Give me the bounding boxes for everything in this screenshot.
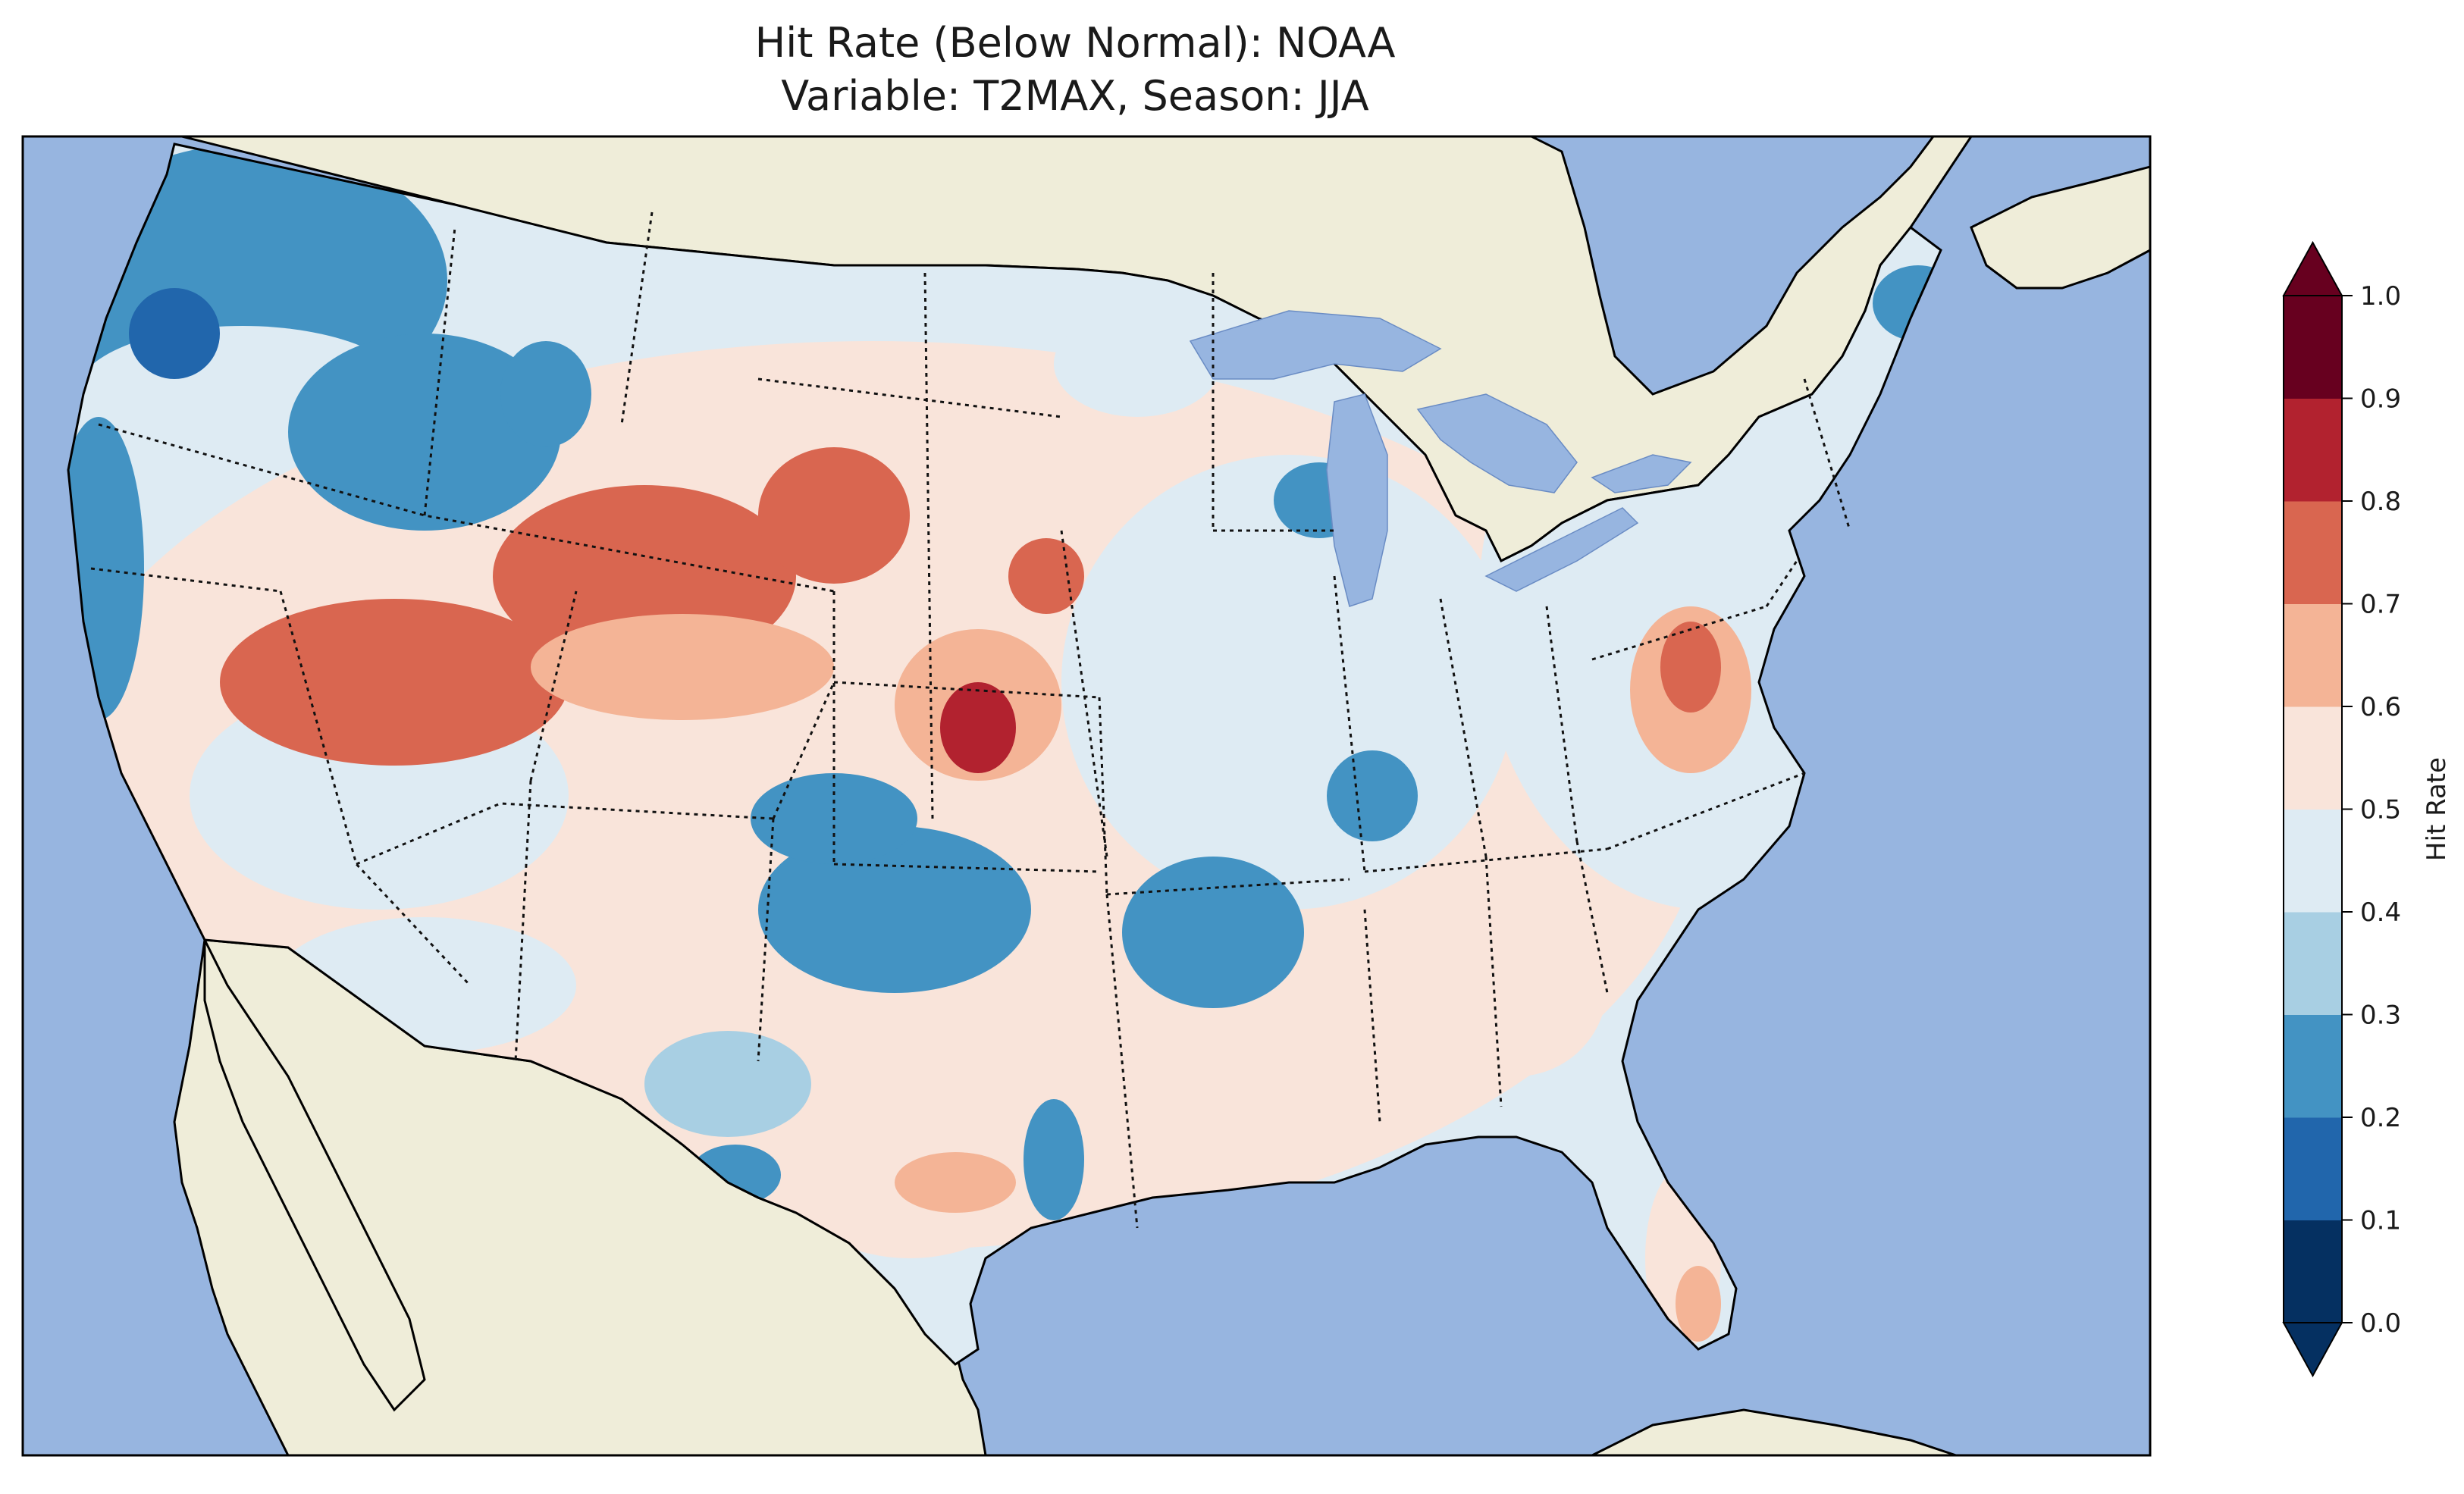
- state-border: [1765, 560, 1798, 607]
- state-border: [1439, 598, 1487, 857]
- region-montana-east: [500, 341, 591, 447]
- state-border: [1105, 894, 1139, 1229]
- region-oregon-coast: [129, 288, 220, 379]
- state-border: [1803, 378, 1851, 531]
- region-minnesota-light: [1054, 311, 1221, 417]
- colorbar-tick-label: 0.2: [2360, 1103, 2401, 1133]
- state-border: [514, 780, 532, 1062]
- colorbar-bin: [2284, 1117, 2342, 1220]
- state-borders: [90, 211, 1851, 1229]
- colorbar-tick-label: 0.6: [2360, 692, 2401, 722]
- state-border: [1545, 606, 1578, 842]
- region-nevada-utah-north: [220, 599, 569, 766]
- colorbar-tick-label: 0.5: [2360, 795, 2401, 825]
- colorbar-bin: [2284, 809, 2342, 913]
- region-south-dakota-west: [758, 447, 910, 584]
- colorbar-bin: [2284, 912, 2342, 1015]
- state-border: [1484, 856, 1503, 1107]
- state-border: [279, 590, 472, 987]
- state-border: [1591, 605, 1767, 661]
- region-colorado-north: [531, 614, 834, 720]
- colorbar-tick-label: 0.8: [2360, 487, 2401, 517]
- region-texas-south-pink: [895, 1152, 1016, 1213]
- region-arkansas: [1122, 857, 1304, 1008]
- region-louisiana-west: [1024, 1099, 1084, 1220]
- colorbar-bin: [2284, 706, 2342, 810]
- colorbar-tick-label: 0.9: [2360, 384, 2401, 415]
- region-oklahoma: [758, 826, 1031, 993]
- colorbar-extend-min: [2282, 1322, 2343, 1378]
- colorbar-tick-label: 0.7: [2360, 590, 2401, 620]
- chart-subtitle: Variable: T2MAX, Season: JJA: [781, 72, 1369, 120]
- state-border: [356, 802, 774, 866]
- cuba-land: [1591, 1408, 1957, 1455]
- region-texas-west-blue: [644, 1031, 811, 1137]
- colorbar-bin: [2284, 1014, 2342, 1118]
- state-border: [90, 567, 281, 593]
- maritime-land: [1970, 165, 2150, 290]
- state-border: [833, 681, 1100, 699]
- colorbar-bin: [2284, 603, 2342, 707]
- great-lakes: [1189, 310, 1692, 607]
- state-border: [620, 211, 654, 425]
- state-border: [757, 377, 1062, 418]
- colorbar-bin: [2284, 1220, 2342, 1323]
- map-frame: [21, 135, 2152, 1457]
- state-border: [1575, 841, 1609, 994]
- region-idaho-montana-west: [288, 334, 561, 531]
- state-border: [423, 227, 456, 516]
- region-virginia-west: [1660, 622, 1721, 713]
- colorbar-tick-label: 0.0: [2360, 1308, 2401, 1339]
- colorbar-tick-label: 1.0: [2360, 281, 2401, 312]
- colorbar-bin: [2284, 398, 2342, 502]
- state-border: [1364, 847, 1608, 873]
- us-coastline: [67, 143, 1942, 1366]
- state-border: [1607, 772, 1805, 850]
- state-border: [1106, 878, 1350, 896]
- colorbar-tick-label: 0.4: [2360, 897, 2401, 928]
- region-florida-south: [1676, 1266, 1721, 1342]
- baja-land: [203, 939, 426, 1412]
- state-border: [757, 818, 775, 1062]
- colorbar: 0.0 0.1 0.2 0.3 0.4 0.5 0.6 0.7 0.8 0.9 1.0 Hit Rat…: [2282, 240, 2452, 1378]
- region-nebraska-east: [1008, 538, 1084, 614]
- colorbar-tick-label: 0.3: [2360, 1001, 2401, 1031]
- state-border: [1363, 909, 1381, 1123]
- colorbar-bin: [2284, 501, 2342, 604]
- region-kentucky-west: [1327, 750, 1418, 841]
- state-border: [833, 863, 1100, 873]
- region-georgia-pink: [1425, 894, 1607, 1076]
- colorbar-bin: [2284, 296, 2342, 399]
- colorbar-tick-label: 0.1: [2360, 1206, 2401, 1236]
- region-kansas-central: [940, 682, 1016, 773]
- chart-title: Hit Rate (Below Normal): NOAA: [754, 19, 1396, 67]
- colorbar-label: Hit Rate: [2422, 757, 2452, 861]
- colorbar-extend-max: [2282, 240, 2343, 296]
